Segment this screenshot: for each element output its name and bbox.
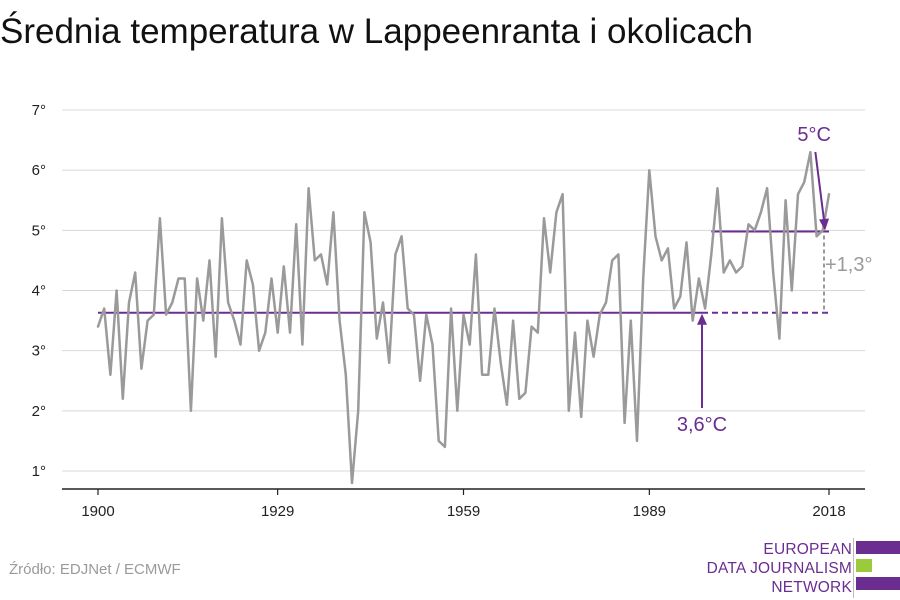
temperature-series-line [96, 150, 831, 485]
x-tick-label: 1900 [81, 503, 114, 520]
y-tick-label: 7° [32, 102, 46, 119]
y-tick-label: 6° [32, 162, 46, 179]
x-tick-label: 2018 [812, 503, 845, 520]
difference-label: +1,3° [825, 254, 872, 276]
logo-line: NETWORK [771, 579, 852, 596]
series-layer [96, 150, 831, 485]
logo-text: EUROPEAN DATA JOURNALISM NETWORK [707, 540, 852, 597]
y-axis: 1° 2° 3° 4° 5° 6° 7° [32, 102, 46, 480]
recent-arrow-head [819, 218, 830, 231]
logo-bar [856, 577, 900, 590]
source-note: Źródło: EDJNet / ECMWF [9, 561, 181, 578]
y-tick-label: 2° [32, 403, 46, 420]
gridlines [62, 109, 865, 472]
baseline-label: 3,6°C [677, 414, 727, 436]
chart: 1° 2° 3° 4° 5° 6° 7° 1900 1929 1959 1989 2018 3,6°… [32, 102, 873, 520]
recent-label: 5°C [797, 124, 831, 146]
y-tick-label: 1° [32, 463, 46, 480]
x-tick-label: 1929 [261, 503, 294, 520]
edjnet-logo[interactable]: EUROPEAN DATA JOURNALISM NETWORK [700, 538, 900, 598]
y-tick-label: 4° [32, 283, 46, 300]
logo-line: EUROPEAN [763, 541, 852, 558]
logo-divider [853, 538, 854, 598]
logo-bar [856, 559, 872, 572]
y-tick-label: 3° [32, 343, 46, 360]
x-tick-label: 1989 [633, 503, 666, 520]
logo-line: DATA JOURNALISM [706, 560, 852, 577]
x-tick-label: 1959 [447, 503, 480, 520]
x-axis: 1900 1929 1959 1989 2018 [62, 488, 865, 520]
y-tick-label: 5° [32, 222, 46, 239]
chart-title: Średnia temperatura w Lappeenranta i oko… [0, 12, 753, 51]
annotations: 3,6°C 5°C +1,3° [677, 124, 873, 436]
recent-arrow-shaft [814, 151, 826, 221]
baseline-arrow-head [697, 313, 708, 325]
logo-bar [856, 541, 900, 554]
